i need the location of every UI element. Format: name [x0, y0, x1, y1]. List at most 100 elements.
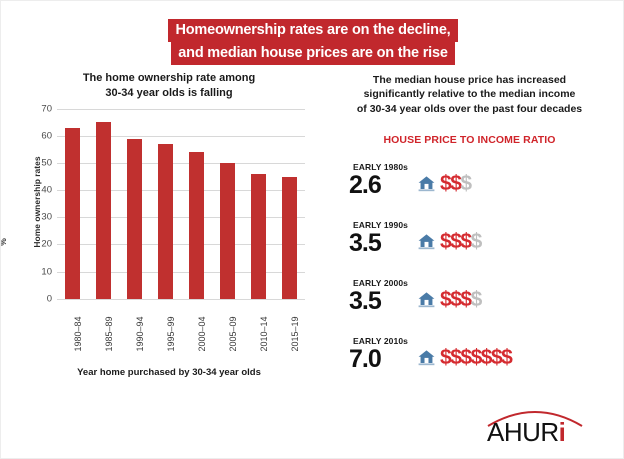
gridline: 0: [47, 293, 305, 304]
dollar-icon-partial: $: [460, 172, 472, 196]
dollar-icon: $: [450, 288, 462, 312]
x-axis-tick: 1980–84: [65, 302, 83, 364]
ratio-value: 2.6: [349, 171, 382, 200]
dollar-icon-partial: $: [470, 288, 483, 312]
ratio-value: 3.5: [349, 229, 382, 258]
dollar-icon: $: [450, 346, 462, 370]
main-title: Homeownership rates are on the decline, …: [1, 19, 623, 66]
chart-area: Home ownership rates % 0 10 20 30 40 50 60 70 1…: [1, 103, 319, 399]
bar: [96, 122, 111, 299]
ratio-row: EARLY 2010s 7.0 $ $ $ $ $ $ $: [327, 336, 612, 394]
ratio-value: 3.5: [349, 287, 382, 316]
ratio-row: EARLY 1990s 3.5 $ $ $ $: [327, 220, 612, 278]
y-axis-tick-label: 20: [41, 238, 52, 250]
y-axis-tick-label: 70: [41, 103, 52, 115]
ratio-heading-line-3: of 30-34 year olds over the past four de…: [356, 102, 583, 115]
ratio-icon-group: $ $ $ $: [417, 288, 483, 312]
house-icon: [418, 350, 435, 366]
bar-chart-panel: The home ownership rate among 30-34 year…: [1, 71, 319, 401]
ratio-section-label: HOUSE PRICE TO INCOME RATIO: [383, 134, 556, 147]
dollar-icon: $: [490, 346, 503, 370]
y-axis-tick-label: 0: [46, 293, 52, 305]
plot-area: 0 10 20 30 40 50 60 70: [41, 103, 305, 304]
x-axis-tick: 2000–04: [189, 302, 207, 364]
gridline: 50: [41, 157, 305, 168]
gridline: 70: [41, 103, 305, 114]
ratio-icon-group: $ $ $ $ $ $ $: [417, 346, 513, 370]
logo-arc-icon: [487, 411, 583, 427]
dollar-icon: $: [460, 230, 472, 254]
dollar-icon: $: [460, 288, 472, 312]
dollar-icon: $: [440, 288, 452, 312]
y-axis-tick-label: 50: [41, 157, 52, 169]
x-axis-tick-label: 2000–04: [196, 316, 207, 352]
ahuri-logo: AHURi: [481, 405, 591, 451]
dollar-icon: $: [470, 346, 483, 370]
ratio-era-label: EARLY 2000s: [353, 278, 408, 289]
house-icon: [418, 234, 435, 250]
dollar-icon: $: [440, 172, 452, 196]
ratio-era-label: EARLY 1980s: [353, 162, 408, 173]
dollar-icon: $: [450, 172, 462, 196]
y-axis-tick-label: 60: [41, 130, 52, 142]
ratio-era-label: EARLY 1990s: [353, 220, 408, 231]
gridline: 20: [41, 239, 305, 250]
y-axis-tick-label: 40: [41, 184, 52, 196]
x-axis-tick-label: 1985–89: [103, 316, 114, 352]
bar: [189, 152, 204, 299]
gridline: 60: [41, 130, 305, 141]
x-axis-tick-label: 1990–94: [134, 316, 145, 352]
dollar-icon-partial: $: [470, 230, 483, 254]
x-axis-title: Year home purchased by 30-34 year olds: [77, 366, 261, 378]
dollar-icon: $: [440, 230, 452, 254]
ratio-icon-group: $ $ $ $: [417, 230, 483, 254]
ratio-value: 7.0: [349, 345, 382, 374]
dollar-icon: $: [450, 230, 462, 254]
x-axis-tick-label: 2010–14: [258, 316, 269, 352]
x-axis-tick: 2010–14: [251, 302, 269, 364]
bar-series: [57, 109, 305, 299]
y-axis-tick-label: 30: [41, 211, 52, 223]
ratio-era-label: EARLY 2010s: [353, 336, 408, 347]
ratio-panel: The median house price has increased sig…: [327, 73, 612, 394]
logo-wordmark: AHURi: [487, 417, 566, 448]
bar-chart-heading-line-1: The home ownership rate among: [82, 72, 256, 84]
logo-text-main: AHUR: [487, 417, 559, 447]
main-title-line-1: Homeownership rates are on the decline,: [168, 19, 458, 43]
y-axis-tick-label: 10: [41, 266, 52, 278]
gridline: 30: [41, 212, 305, 223]
dollar-icon: $: [501, 346, 513, 370]
gridline: 10: [41, 266, 305, 277]
x-axis-tick-label: 2015–19: [289, 316, 300, 352]
bar-chart-heading: The home ownership rate among 30-34 year…: [19, 71, 319, 101]
main-title-line-2: and median house prices are on the rise: [171, 42, 455, 66]
gridline: 40: [41, 185, 305, 196]
x-axis-tick-label: 1980–84: [72, 316, 83, 352]
ratio-row: EARLY 2000s 3.5 $ $ $ $: [327, 278, 612, 336]
x-axis-tick: 1995–99: [158, 302, 176, 364]
ratio-panel-heading: The median house price has increased sig…: [327, 73, 612, 116]
x-axis-tick: 2005–09: [220, 302, 238, 364]
x-axis-tick-label: 1995–99: [165, 316, 176, 352]
bar: [251, 173, 266, 299]
bar: [65, 127, 80, 299]
bar: [127, 138, 142, 299]
dollar-icon: $: [440, 346, 452, 370]
bar-chart-heading-line-2: 30-34 year olds is falling: [105, 86, 233, 99]
ratio-icon-group: $ $ $: [417, 172, 472, 196]
ratio-heading-line-2: significantly relative to the median inc…: [363, 88, 576, 101]
dollar-icon: $: [480, 346, 493, 370]
x-axis-tick-label: 2005–09: [227, 316, 238, 352]
bar: [158, 143, 173, 299]
x-axis-tick: 2015–19: [282, 302, 300, 364]
logo-accent-letter: i: [558, 417, 566, 447]
dollar-icon: $: [460, 346, 472, 370]
ratio-heading-line-1: The median house price has increased: [372, 74, 567, 86]
house-icon: [418, 292, 435, 308]
ratio-row-list: EARLY 1980s 2.6 $ $ $ EARLY 1990s 3.5 $ $ $ $ EARLY…: [327, 162, 612, 394]
ratio-row: EARLY 1980s 2.6 $ $ $: [327, 162, 612, 220]
bar: [282, 176, 297, 299]
x-axis-tick: 1985–89: [96, 302, 114, 364]
y-axis-unit: %: [1, 238, 8, 246]
